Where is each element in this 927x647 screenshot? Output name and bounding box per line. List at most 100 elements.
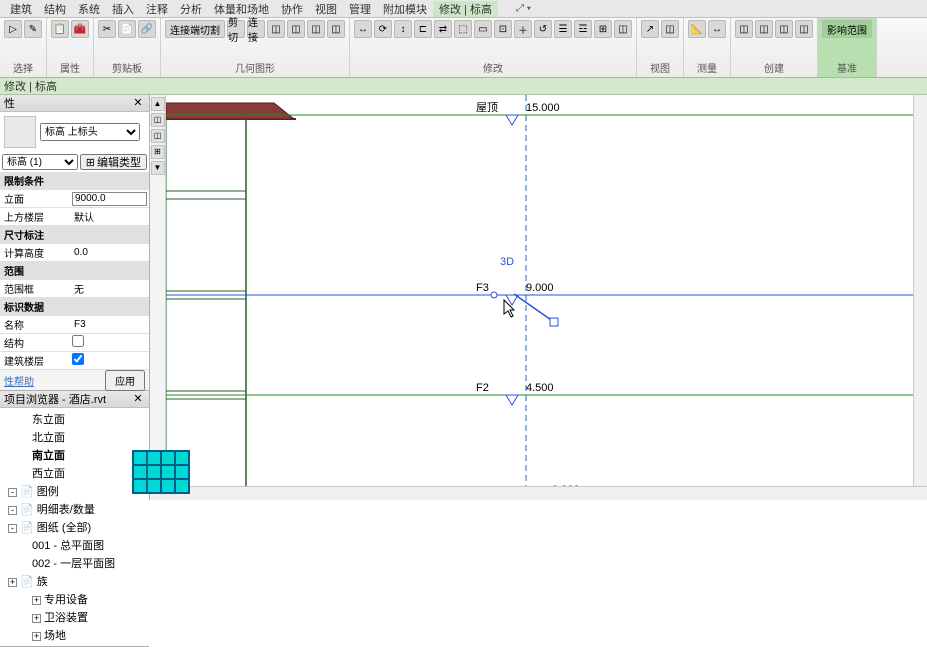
property-value[interactable] — [70, 192, 149, 206]
property-value[interactable] — [70, 209, 149, 224]
ribbon-button[interactable]: ↔ — [708, 20, 726, 38]
property-input[interactable] — [72, 246, 147, 260]
menu-item[interactable]: 结构 — [38, 1, 72, 17]
ribbon-button[interactable]: ↺ — [534, 20, 552, 38]
ribbon-button[interactable]: 📐 — [688, 20, 706, 38]
menu-item[interactable]: 注释 — [140, 1, 174, 17]
ribbon-button[interactable]: ↕ — [394, 20, 412, 38]
ribbon-button[interactable]: ◫ — [735, 20, 753, 38]
property-value[interactable] — [70, 318, 149, 332]
ribbon-button[interactable]: ▷ — [4, 20, 22, 38]
tree-item[interactable]: 南立面 — [0, 446, 149, 464]
expand-icon[interactable]: - — [8, 488, 17, 497]
property-value[interactable] — [70, 281, 149, 296]
expand-icon[interactable]: - — [8, 524, 17, 533]
ribbon-button[interactable]: 🧰 — [71, 20, 89, 38]
ribbon-button[interactable]: 连接端切割 — [165, 20, 225, 38]
menu-item[interactable]: 系统 — [72, 1, 106, 17]
menu-item[interactable]: 协作 — [275, 1, 309, 17]
ribbon-button[interactable]: ＋ — [514, 20, 532, 38]
expand-icon[interactable]: - — [8, 506, 17, 515]
ribbon-button[interactable]: ◫ — [267, 20, 285, 38]
property-checkbox[interactable] — [72, 335, 84, 347]
tree-item[interactable]: -📄 明细表/数量 — [0, 500, 149, 518]
menu-extra[interactable]: ⤢ ▾ — [510, 3, 537, 14]
tree-item[interactable]: -📄 图例 — [0, 482, 149, 500]
tree-item[interactable]: +场地 — [0, 626, 149, 644]
tree-item[interactable]: +专用设备 — [0, 590, 149, 608]
tree-item[interactable]: +卫浴装置 — [0, 608, 149, 626]
ribbon-button[interactable]: ☰ — [554, 20, 572, 38]
close-icon[interactable]: ✕ — [131, 392, 145, 406]
type-select[interactable]: 标高 (1) — [2, 154, 78, 170]
property-input[interactable] — [72, 318, 147, 332]
tree-item[interactable]: 001 - 总平面图 — [0, 536, 149, 554]
ribbon-button[interactable]: ◫ — [795, 20, 813, 38]
ribbon-button[interactable]: ◫ — [287, 20, 305, 38]
ribbon-button[interactable]: ↗ — [641, 20, 659, 38]
menu-item[interactable]: 附加模块 — [377, 1, 433, 17]
menu-item[interactable]: 插入 — [106, 1, 140, 17]
tree-item[interactable]: 东立面 — [0, 410, 149, 428]
viewport-canvas[interactable]: 15.000屋顶9.000F33D4.500F2±0.000 — [166, 95, 927, 500]
project-browser-tree[interactable]: 东立面北立面南立面西立面-📄 图例-📄 明细表/数量-📄 图纸 (全部)001 … — [0, 408, 149, 646]
apply-button[interactable]: 应用 — [105, 370, 145, 391]
menu-item[interactable]: 修改 | 标高 — [433, 1, 498, 17]
nav-tool-icon[interactable]: ⊞ — [151, 145, 165, 159]
ribbon-button[interactable]: ⇄ — [434, 20, 452, 38]
close-icon[interactable]: ✕ — [131, 96, 145, 110]
ribbon-button[interactable]: ☲ — [574, 20, 592, 38]
scrollbar-horizontal[interactable] — [150, 486, 927, 500]
ribbon-button[interactable]: ⊞ — [594, 20, 612, 38]
tree-item[interactable]: 西立面 — [0, 464, 149, 482]
ribbon-button[interactable]: 📄 — [118, 20, 136, 38]
ribbon-button[interactable]: ⊏ — [414, 20, 432, 38]
menu-item[interactable]: 分析 — [174, 1, 208, 17]
ribbon-button[interactable]: ◫ — [614, 20, 632, 38]
property-value[interactable] — [70, 246, 149, 260]
ribbon-button[interactable]: ⊡ — [494, 20, 512, 38]
ribbon-button[interactable]: ◫ — [307, 20, 325, 38]
edit-type-button[interactable]: ⊞编辑类型 — [80, 154, 147, 170]
property-input[interactable] — [72, 281, 147, 295]
property-checkbox[interactable] — [72, 353, 84, 365]
ribbon-button[interactable]: ✎ — [24, 20, 42, 38]
menu-item[interactable]: 管理 — [343, 1, 377, 17]
ribbon-button[interactable]: 影响范围 — [822, 20, 872, 38]
ribbon-button[interactable]: ◫ — [775, 20, 793, 38]
ribbon-button[interactable]: 剪切 — [227, 20, 245, 38]
ribbon-button[interactable]: ▭ — [474, 20, 492, 38]
ribbon-button[interactable]: ↔ — [354, 20, 372, 38]
nav-tool-icon[interactable]: ◫ — [151, 113, 165, 127]
nav-tool-icon[interactable]: ◫ — [151, 129, 165, 143]
ribbon-button[interactable]: ⟳ — [374, 20, 392, 38]
tree-item[interactable]: 北立面 — [0, 428, 149, 446]
tree-item[interactable]: 002 - 一层平面图 — [0, 554, 149, 572]
property-value[interactable] — [70, 353, 149, 368]
category-select[interactable]: 标高 上标头 — [40, 123, 140, 141]
ribbon-button[interactable]: 连接 — [247, 20, 265, 38]
property-value[interactable] — [70, 335, 149, 350]
expand-icon[interactable]: + — [32, 596, 41, 605]
nav-down-icon[interactable]: ▼ — [151, 161, 165, 175]
ribbon-button[interactable]: 🔗 — [138, 20, 156, 38]
ribbon-button[interactable]: 📋 — [51, 20, 69, 38]
drawing-viewport[interactable]: ▲ ◫ ◫ ⊞ ▼ 15.000屋顶9.000F33D4.500F2±0.000 — [150, 95, 927, 500]
expand-icon[interactable]: + — [32, 632, 41, 641]
ribbon-button[interactable]: ◫ — [327, 20, 345, 38]
scrollbar-vertical[interactable] — [913, 95, 927, 486]
tree-item[interactable]: +📄 族 — [0, 572, 149, 590]
ribbon-button[interactable]: ◫ — [661, 20, 679, 38]
nav-up-icon[interactable]: ▲ — [151, 97, 165, 111]
property-input[interactable] — [72, 192, 147, 206]
ribbon-button[interactable]: ⬚ — [454, 20, 472, 38]
menu-item[interactable]: 视图 — [309, 1, 343, 17]
properties-help-link[interactable]: 性帮助 — [4, 373, 34, 388]
expand-icon[interactable]: + — [32, 614, 41, 623]
tree-item[interactable]: -📄 图纸 (全部) — [0, 518, 149, 536]
ribbon-button[interactable]: ◫ — [755, 20, 773, 38]
property-input[interactable] — [72, 209, 147, 223]
expand-icon[interactable]: + — [8, 578, 17, 587]
menu-item[interactable]: 建筑 — [4, 1, 38, 17]
ribbon-button[interactable]: ✂ — [98, 20, 116, 38]
